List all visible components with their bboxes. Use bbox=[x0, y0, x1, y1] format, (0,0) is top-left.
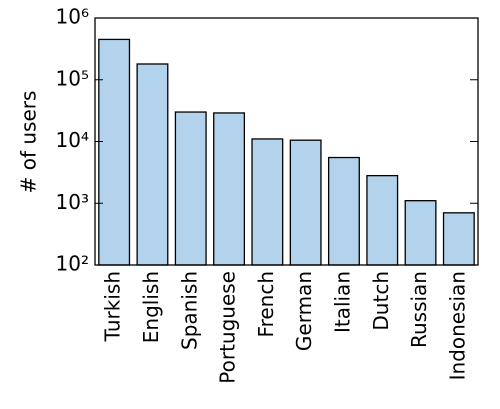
y-tick-label: 10⁵ bbox=[56, 66, 89, 90]
y-tick-label: 10⁶ bbox=[56, 5, 89, 29]
x-tick-label: Spanish bbox=[177, 271, 201, 350]
x-tick-label: Portuguese bbox=[216, 271, 240, 384]
plot-frame bbox=[94, 17, 479, 266]
x-tick-label: Indonesian bbox=[445, 271, 469, 380]
x-tick-label: Russian bbox=[407, 271, 431, 348]
x-tick-label: German bbox=[292, 271, 316, 351]
bar bbox=[366, 174, 399, 266]
bar bbox=[213, 112, 246, 266]
x-tick-label: Dutch bbox=[369, 271, 393, 331]
bar bbox=[98, 38, 131, 266]
bar bbox=[289, 139, 322, 266]
y-tick-label: 10³ bbox=[56, 190, 89, 214]
bar bbox=[442, 212, 475, 266]
x-tick-label: French bbox=[254, 271, 278, 337]
bar bbox=[251, 138, 284, 266]
bar bbox=[404, 200, 437, 266]
bar bbox=[327, 156, 360, 266]
x-tick-label: Turkish bbox=[101, 271, 125, 342]
x-tick-label: Italian bbox=[330, 271, 354, 333]
bar bbox=[174, 111, 207, 266]
y-axis-label: # of users bbox=[17, 91, 41, 194]
x-tick-label: English bbox=[139, 271, 163, 343]
y-tick-label: 10² bbox=[56, 252, 89, 276]
y-tick-label: 10⁴ bbox=[56, 128, 89, 152]
bar bbox=[136, 63, 169, 266]
